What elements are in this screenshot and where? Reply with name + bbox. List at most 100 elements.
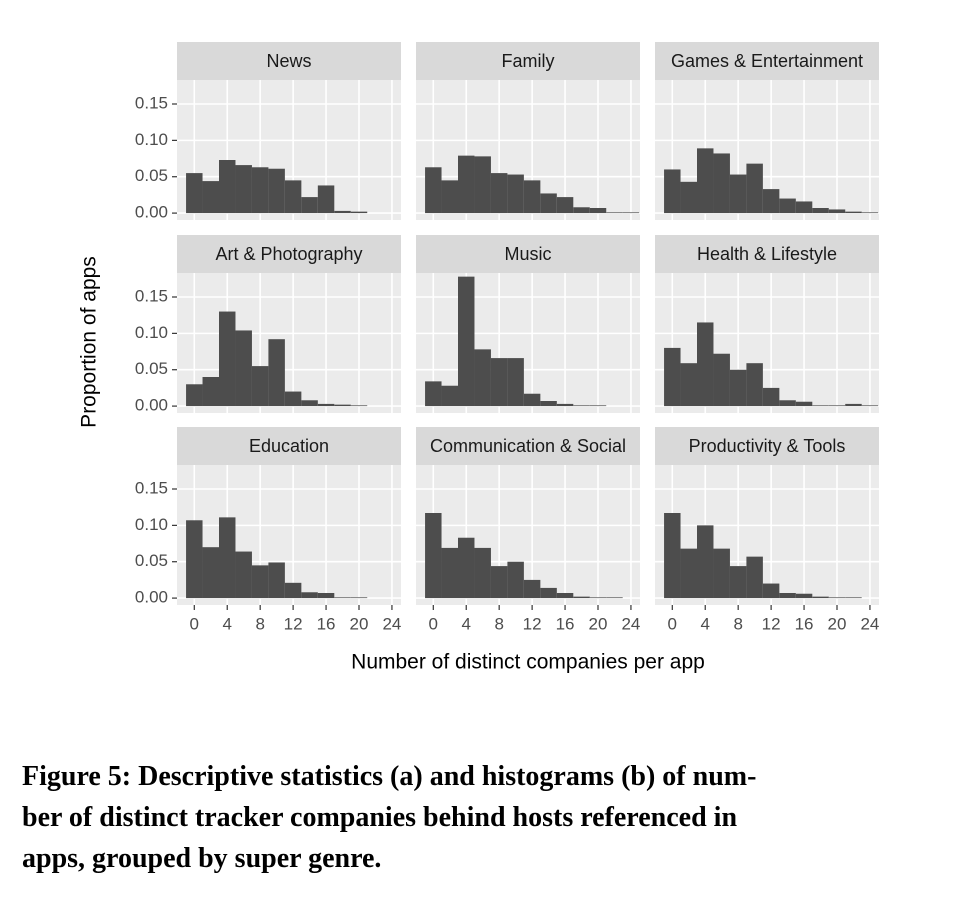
x-tick-label: 12: [762, 614, 781, 633]
bar: [284, 180, 302, 214]
bar: [507, 174, 524, 214]
bar: [680, 363, 697, 407]
bar: [474, 547, 491, 599]
x-tick-label: 24: [382, 614, 401, 633]
bar: [762, 189, 780, 214]
bar: [795, 593, 813, 599]
x-tick-label: 0: [429, 614, 438, 633]
bar: [284, 391, 302, 407]
bar: [664, 169, 681, 214]
bar: [235, 165, 252, 214]
panel-title: Health & Lifestyle: [697, 244, 837, 264]
panel-title: Art & Photography: [215, 244, 362, 264]
bar: [556, 593, 574, 599]
bar: [317, 403, 335, 407]
bar: [779, 593, 796, 599]
bar: [268, 339, 285, 407]
bar: [186, 384, 203, 407]
strip: [416, 42, 640, 80]
bar: [301, 197, 318, 214]
bar: [812, 208, 829, 214]
panel-title: Education: [249, 436, 329, 456]
bar: [235, 551, 252, 599]
y-tick-label: 0.05: [135, 551, 168, 570]
bar: [556, 197, 574, 214]
bar: [729, 174, 747, 214]
bar: [474, 349, 491, 407]
x-tick-label: 16: [556, 614, 575, 633]
bar: [713, 353, 730, 407]
bar: [664, 513, 681, 599]
y-tick-label: 0.00: [135, 396, 168, 415]
strip: [416, 427, 640, 465]
bar: [458, 537, 475, 599]
y-tick-label: 0.15: [135, 286, 168, 305]
bar: [540, 401, 557, 407]
panel-title: Music: [504, 244, 551, 264]
strip: [177, 235, 401, 273]
x-tick-label: 24: [621, 614, 640, 633]
bar: [507, 561, 524, 599]
x-tick-label: 8: [733, 614, 742, 633]
y-tick-label: 0.00: [135, 203, 168, 222]
bar: [713, 548, 730, 599]
bar: [861, 212, 879, 214]
y-tick-label: 0.10: [135, 323, 168, 342]
panel-title: Family: [502, 51, 555, 71]
bar: [251, 565, 269, 599]
bar: [795, 401, 813, 407]
bar: [350, 211, 368, 214]
x-tick-label: 4: [462, 614, 471, 633]
bar: [268, 168, 285, 214]
y-axis-title: Proportion of apps: [78, 256, 101, 428]
bar: [507, 358, 524, 407]
x-tick-label: 20: [350, 614, 369, 633]
bar: [729, 566, 747, 599]
bar: [845, 403, 862, 407]
x-axis-title: Number of distinct companies per app: [351, 651, 705, 674]
bar: [350, 405, 368, 407]
strip: [655, 235, 879, 273]
bar: [680, 548, 697, 599]
bar: [828, 209, 846, 214]
bar: [762, 387, 780, 407]
bar: [746, 163, 763, 214]
bar: [746, 556, 763, 599]
bar: [812, 596, 829, 599]
bar: [458, 155, 475, 214]
caption-line: Figure 5: Descriptive statistics (a) and…: [22, 761, 756, 792]
y-tick-label: 0.15: [135, 478, 168, 497]
x-tick-label: 8: [494, 614, 503, 633]
x-tick-label: 4: [701, 614, 710, 633]
caption-line: apps, grouped by super genre.: [22, 843, 381, 874]
bar: [301, 592, 318, 599]
bar: [268, 562, 285, 599]
strip: [177, 427, 401, 465]
caption-line: ber of distinct tracker companies behind…: [22, 802, 737, 833]
bar: [251, 167, 269, 214]
bar: [350, 597, 368, 599]
bar: [606, 597, 623, 599]
y-tick-label: 0.05: [135, 359, 168, 378]
y-tick-label: 0.10: [135, 130, 168, 149]
bar: [490, 173, 508, 214]
bar: [762, 583, 780, 599]
bar: [828, 597, 846, 599]
bar: [795, 201, 813, 214]
bar: [540, 587, 557, 599]
bar: [202, 377, 219, 407]
bar: [746, 363, 763, 407]
bar: [202, 181, 219, 214]
bar: [334, 404, 351, 407]
bar: [606, 212, 623, 214]
bar: [425, 381, 442, 407]
x-tick-label: 20: [828, 614, 847, 633]
y-tick-label: 0.15: [135, 93, 168, 112]
bar: [441, 385, 458, 407]
bar: [729, 369, 747, 407]
bar: [186, 173, 203, 214]
bar: [523, 180, 541, 214]
bar: [523, 393, 541, 407]
bar: [589, 597, 607, 599]
x-tick-label: 8: [255, 614, 264, 633]
